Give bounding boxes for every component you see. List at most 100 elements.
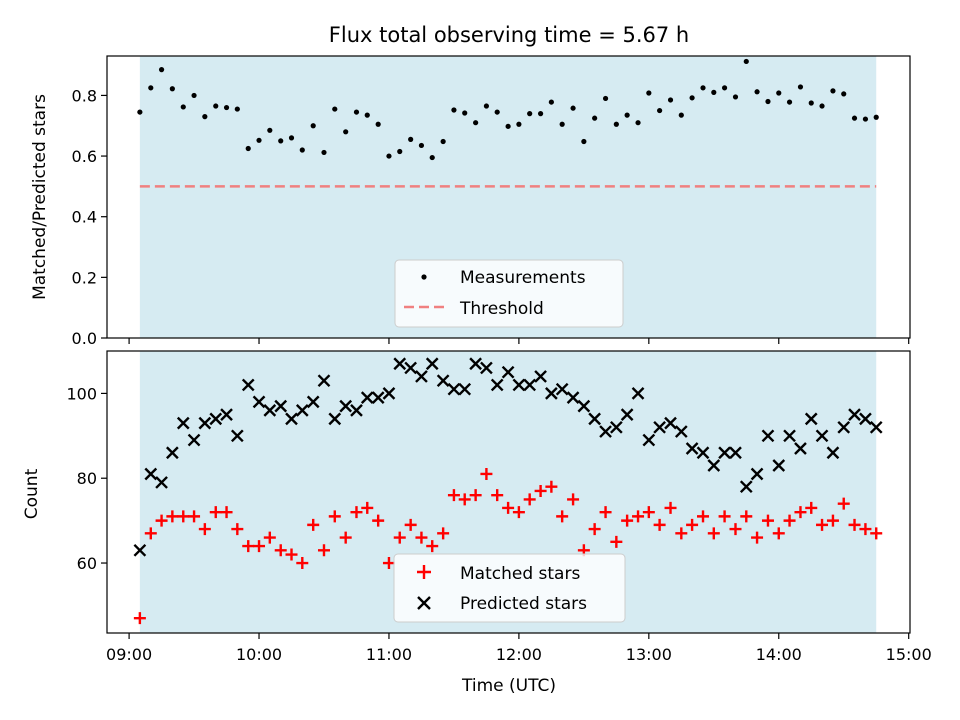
predicted-star-point: [501, 365, 515, 379]
predicted-star-point: [848, 408, 861, 421]
measurement-point: [310, 123, 316, 129]
matched-star-point: [761, 514, 774, 527]
predicted-star-point: [794, 442, 807, 455]
matched-star-point: [794, 506, 807, 519]
matched-star-point: [328, 510, 341, 523]
predicted-star-point: [523, 378, 537, 392]
predicted-star-point: [512, 378, 526, 392]
matched-star-point: [826, 514, 839, 527]
predicted-star-point: [339, 399, 353, 413]
matched-star-point: [458, 493, 471, 506]
top-y-tick-label: 0.4: [72, 208, 97, 227]
matched-star-point: [253, 540, 266, 553]
predicted-star-point: [837, 420, 851, 434]
measurement-point: [819, 103, 825, 109]
predicted-star-point: [295, 404, 309, 417]
measurement-point: [353, 109, 360, 115]
bottom-legend-box: [393, 553, 626, 623]
predicted-star-point: [664, 416, 677, 430]
bottom-panel: 60 80 100 09:00 10:00 11:00 12:00 13:00 14:00 15…: [22, 350, 932, 696]
predicted-star-point: [674, 425, 688, 438]
matched-star-point: [870, 527, 883, 540]
predicted-star-point: [447, 382, 461, 396]
x-tick-label: 13:00: [626, 645, 672, 664]
matched-star-point: [816, 518, 829, 531]
matched-star-point: [632, 510, 645, 523]
matched-star-point: [599, 506, 612, 519]
measurement-point: [321, 149, 327, 156]
predicted-star-point: [804, 412, 818, 426]
measurement-point: [830, 88, 836, 94]
predicted-star-point: [750, 467, 764, 481]
measurement-point: [494, 109, 500, 115]
measurement-point: [213, 103, 219, 109]
matched-star-point: [350, 506, 363, 519]
measurement-point: [180, 104, 186, 110]
predicted-stars-series: [133, 357, 883, 557]
matched-star-point: [642, 506, 655, 519]
predicted-star-point: [729, 446, 742, 460]
measurement-point: [299, 147, 305, 153]
matched-star-point: [144, 527, 157, 540]
measurement-point: [646, 90, 652, 96]
predicted-star-point: [328, 412, 342, 426]
top-y-tick-label: 0.0: [72, 329, 97, 348]
matched-star-point: [859, 523, 872, 536]
predicted-star-point: [545, 387, 558, 400]
predicted-star-point: [425, 357, 439, 371]
matched-star-point: [296, 557, 309, 570]
measurement-point: [537, 111, 544, 117]
matched-star-point: [166, 510, 179, 523]
x-axis-label: Time (UTC): [461, 676, 556, 696]
predicted-star-point: [653, 420, 666, 434]
predicted-star-point: [393, 357, 407, 371]
measurement-point: [483, 103, 490, 109]
matched-star-point: [285, 548, 298, 561]
measurement-point: [343, 129, 349, 135]
matched-star-point: [740, 510, 753, 523]
measurement-point: [624, 112, 630, 118]
top-legend: Measurements Threshold: [394, 259, 624, 328]
matched-star-point: [447, 489, 460, 502]
measurement-point: [548, 99, 554, 105]
matched-star-point: [307, 518, 320, 531]
measurement-point: [137, 109, 143, 115]
measurement-point: [256, 137, 262, 143]
measurement-point: [667, 97, 674, 103]
matched-star-point: [209, 506, 222, 519]
matched-stars-series: [133, 467, 883, 625]
measurement-point: [202, 114, 208, 120]
top-x-ticks: [128, 338, 910, 344]
matched-star-point: [707, 527, 720, 540]
matched-star-point: [372, 514, 385, 527]
x-tick-label: 12:00: [496, 645, 542, 664]
matched-star-point: [837, 497, 850, 510]
predicted-star-point: [263, 404, 277, 417]
measurement-point: [689, 95, 695, 101]
predicted-star-point: [220, 408, 233, 421]
predicted-star-point: [859, 412, 872, 426]
matched-star-point: [361, 501, 374, 514]
predicted-star-point: [198, 416, 212, 430]
matched-star-point: [393, 531, 406, 544]
bottom-y-tick-label: 100: [66, 384, 97, 403]
predicted-star-point: [274, 399, 288, 413]
measurement-point: [223, 104, 230, 111]
matched-star-point: [263, 531, 276, 544]
predicted-star-point: [815, 429, 829, 443]
predicted-star-point: [350, 404, 363, 417]
measurement-point: [786, 99, 793, 105]
matched-star-point: [534, 484, 547, 497]
predicted-star-point: [133, 543, 147, 557]
matched-star-point: [155, 514, 168, 527]
measurement-point: [191, 92, 197, 99]
predicted-star-point: [566, 391, 580, 404]
bottom-y-axis-label: Count: [22, 468, 42, 519]
matched-star-point: [675, 527, 688, 540]
predicted-star-point: [306, 395, 320, 409]
legend-threshold: Threshold: [459, 299, 544, 319]
predicted-star-point: [241, 378, 255, 392]
measurement-point: [451, 107, 457, 113]
predicted-star-point: [534, 370, 547, 383]
x-tick-label: 10:00: [236, 645, 282, 664]
